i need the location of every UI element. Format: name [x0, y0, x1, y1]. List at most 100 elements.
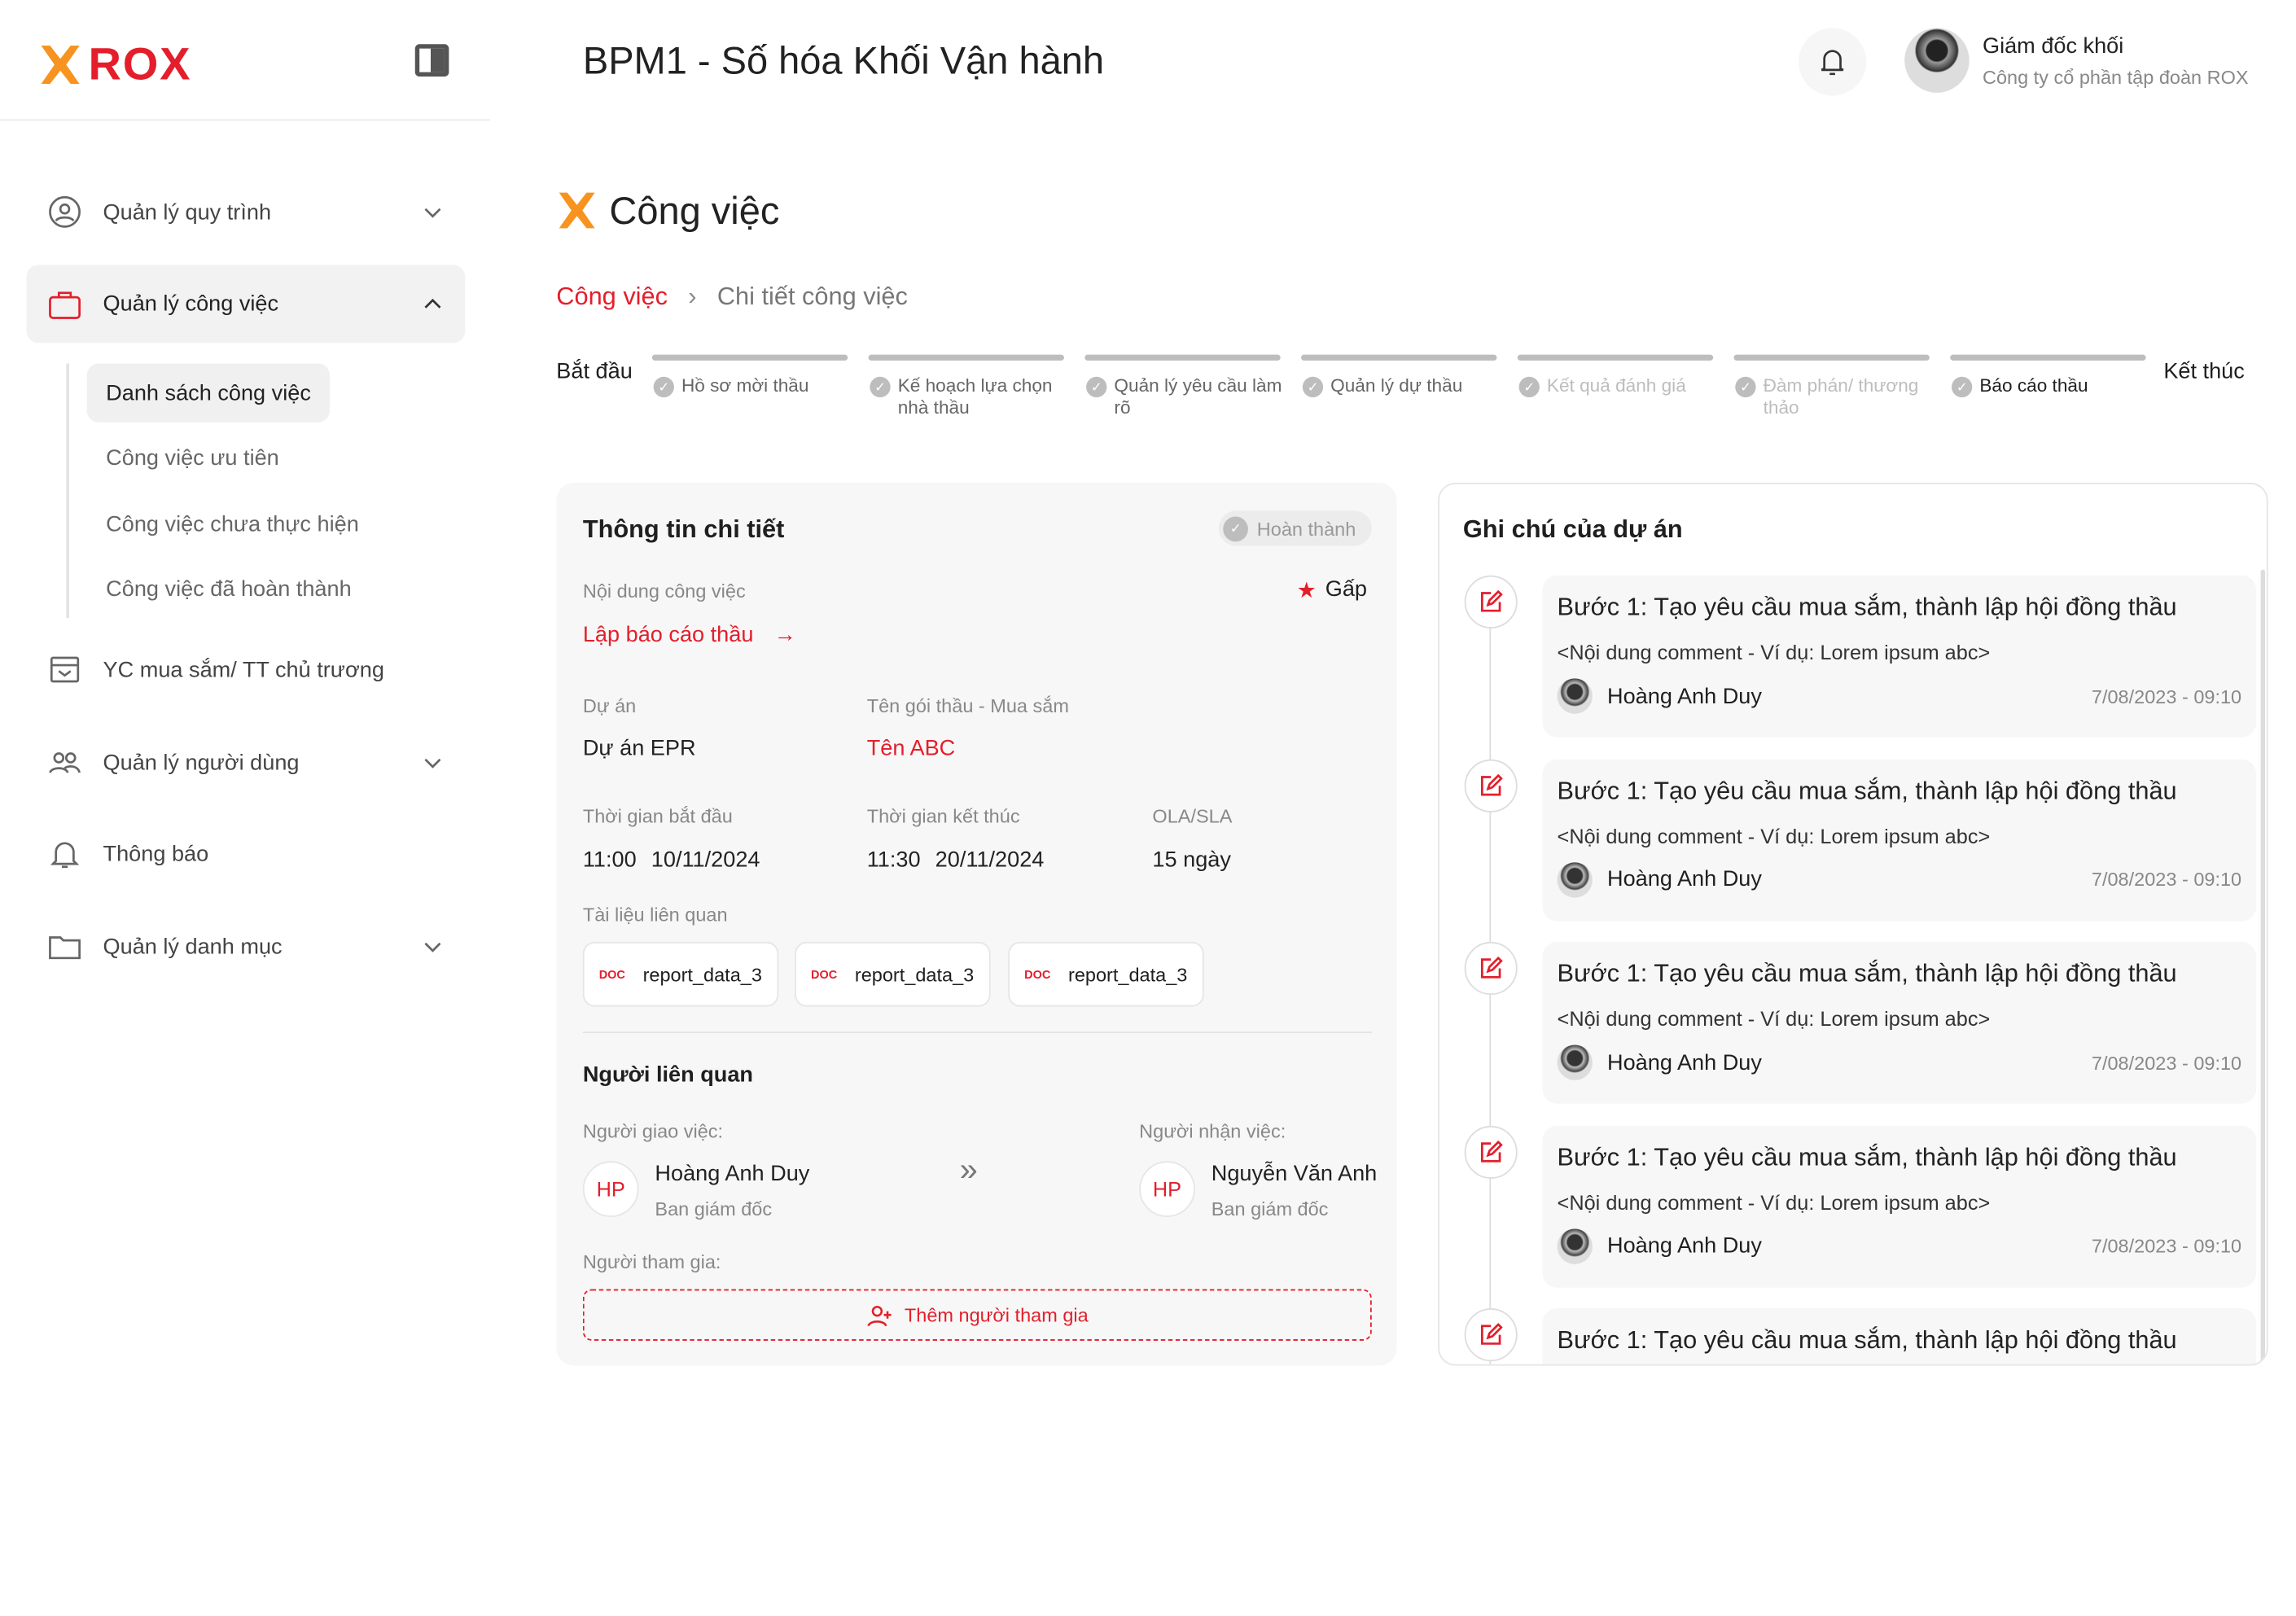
briefcase-icon: [49, 291, 81, 318]
assigner-dept: Ban giám đốc: [655, 1198, 773, 1220]
note-author: Hoàng Anh Duy: [1607, 1233, 1762, 1259]
doc-attachment[interactable]: DOC report_data_3: [1008, 941, 1204, 1007]
rox-logo-icon: [41, 46, 80, 85]
note-comment: <Nội dung comment - Ví dụ: Lorem ipsum a…: [1557, 823, 1991, 847]
rox-logo-icon: [559, 192, 595, 229]
chevron-down-icon: [424, 758, 441, 769]
people-title: Người liên quan: [582, 1062, 754, 1088]
note-item: Bước 1: Tạo yêu cầu mua sắm, thành lập h…: [1542, 941, 2257, 1104]
step-label: Báo cáo thầu: [1979, 374, 2088, 396]
sidebar-item-notifications[interactable]: Thông báo: [27, 815, 466, 891]
step-bar: [1950, 354, 2146, 361]
start-label: Thời gian bắt đầu: [582, 804, 733, 827]
stepper-start: Bắt đầu: [556, 359, 633, 384]
note-time: 7/08/2023 - 09:10: [2091, 1234, 2242, 1257]
bell-icon: [1821, 50, 1844, 76]
chevron-up-icon: [424, 297, 441, 308]
check-icon: ✓: [870, 376, 891, 398]
breadcrumb-link[interactable]: Công việc: [556, 282, 668, 311]
subitem-not-started[interactable]: Công việc chưa thực hiện: [106, 511, 359, 536]
sidebar-divider: [0, 119, 490, 121]
folder-icon: [49, 936, 81, 960]
sidebar-item-process[interactable]: Quản lý quy trình: [27, 173, 466, 250]
stepper-end: Kết thúc: [2163, 359, 2245, 384]
package-value[interactable]: Tên ABC: [866, 735, 956, 761]
breadcrumb: Công việc › Chi tiết công việc: [556, 282, 908, 312]
sidebar-item-label: Quản lý công việc: [103, 291, 279, 317]
step-2[interactable]: ✓ Kế hoạch lựa chọn nhà thầu: [870, 375, 1065, 419]
step-bar: [1517, 354, 1714, 361]
edit-note-button[interactable]: [1464, 1308, 1518, 1362]
content-label: Nội dung công việc: [582, 580, 746, 602]
edit-note-button[interactable]: [1464, 575, 1518, 628]
note-author: Hoàng Anh Duy: [1607, 683, 1762, 709]
assignee-dept: Ban giám đốc: [1211, 1198, 1329, 1220]
step-1[interactable]: ✓ Hồ sơ mời thầu: [653, 375, 849, 398]
note-time: 7/08/2023 - 09:10: [2091, 868, 2242, 891]
user-avatar[interactable]: [1904, 28, 1970, 93]
edit-note-button[interactable]: [1464, 1124, 1518, 1179]
doc-attachment[interactable]: DOC report_data_3: [582, 941, 779, 1007]
chevron-down-icon: [424, 942, 441, 953]
step-7[interactable]: ✓ Báo cáo thầu: [1952, 374, 2147, 398]
note-item: Bước 1: Tạo yêu cầu mua sắm, thành lập h…: [1542, 758, 2257, 921]
add-participant-label: Thêm người tham gia: [904, 1303, 1089, 1326]
end-value: 11:30 20/11/2024: [867, 847, 1045, 873]
step-6[interactable]: ✓ Đàm phán/ thương thảo: [1735, 375, 1930, 419]
note-meta: Hoàng Anh Duy 7/08/2023 - 09:10: [1557, 678, 2241, 714]
logo[interactable]: ROX: [38, 38, 191, 91]
start-value: 11:00 10/11/2024: [583, 847, 760, 873]
note-time: 7/08/2023 - 09:10: [2091, 1051, 2242, 1074]
note-title: Bước 1: Tạo yêu cầu mua sắm, thành lập h…: [1557, 776, 2177, 804]
doc-attachment[interactable]: DOC report_data_3: [795, 941, 991, 1007]
sidebar-item-catalog[interactable]: Quản lý danh mục: [27, 908, 466, 984]
sla-value: 15 ngày: [1152, 847, 1231, 873]
assigner-avatar: HP: [582, 1161, 639, 1217]
start-date: 10/11/2024: [651, 847, 760, 873]
end-time: 11:30: [866, 847, 921, 873]
edit-icon: [1480, 589, 1503, 612]
subitem-task-list[interactable]: Danh sách công việc: [86, 363, 331, 423]
author-avatar: [1557, 678, 1593, 714]
subitem-priority[interactable]: Công việc ưu tiên: [106, 445, 279, 471]
check-icon: ✓: [1735, 376, 1756, 398]
sidebar-item-users[interactable]: Quản lý người dùng: [27, 724, 466, 800]
chevron-right-icon: ›: [688, 282, 697, 311]
edit-note-button[interactable]: [1464, 941, 1518, 996]
doc-name: report_data_3: [1067, 963, 1188, 986]
status-text: Hoàn thành: [1256, 517, 1356, 540]
step-label: Đàm phán/ thương thảo: [1763, 374, 1919, 418]
sidebar-item-purchase[interactable]: YC mua sắm/ TT chủ trương: [27, 632, 466, 708]
notes-title: Ghi chú của dự án: [1462, 515, 1683, 544]
sidebar-toggle-icon[interactable]: [414, 44, 449, 77]
task-link[interactable]: Lập báo cáo thầu →: [583, 623, 796, 648]
subitem-completed[interactable]: Công việc đã hoàn thành: [106, 576, 352, 602]
step-4[interactable]: ✓ Quản lý dự thầu: [1302, 375, 1498, 398]
sla-label: OLA/SLA: [1152, 804, 1233, 827]
note-comment: <Nội dung comment - Ví dụ: Lorem ipsum a…: [1557, 640, 1991, 664]
step-5[interactable]: ✓ Kết quả đánh giá: [1518, 375, 1715, 398]
package-label: Tên gói thầu - Mua sắm: [866, 694, 1069, 717]
notification-button[interactable]: [1799, 28, 1867, 96]
check-icon: ✓: [1518, 376, 1540, 398]
note-title: Bước 1: Tạo yêu cầu mua sắm, thành lập h…: [1557, 1142, 2177, 1171]
step-3[interactable]: ✓ Quản lý yêu cầu làm rõ: [1086, 375, 1282, 419]
scrollbar[interactable]: [2260, 569, 2266, 1364]
note-meta: Hoàng Anh Duy 7/08/2023 - 09:10: [1557, 861, 2242, 897]
sidebar-item-label: Quản lý quy trình: [103, 199, 272, 225]
check-icon: ✓: [1952, 376, 1973, 398]
add-participant-button[interactable]: Thêm người tham gia: [582, 1289, 1372, 1341]
page-title: Công việc: [609, 188, 780, 233]
check-icon: ✓: [653, 376, 674, 398]
note-meta: Hoàng Anh Duy 7/08/2023 - 09:10: [1557, 1044, 2242, 1080]
note-item: Bước 1: Tạo yêu cầu mua sắm, thành lập h…: [1542, 1124, 2257, 1287]
note-author: Hoàng Anh Duy: [1607, 866, 1762, 892]
author-avatar: [1557, 1228, 1593, 1263]
notes-panel: Ghi chú của dự án Bước 1: Tạo yêu cầu mu…: [1438, 482, 2268, 1366]
edit-note-button[interactable]: [1464, 758, 1518, 812]
participants-label: Người tham gia:: [582, 1250, 721, 1273]
note-comment: <Nội dung comment - Ví dụ: Lorem ipsum a…: [1557, 1189, 1991, 1214]
sidebar-item-tasks[interactable]: Quản lý công việc: [26, 265, 466, 344]
detail-card: [556, 482, 1397, 1366]
note-title: Bước 1: Tạo yêu cầu mua sắm, thành lập h…: [1557, 1325, 2177, 1355]
